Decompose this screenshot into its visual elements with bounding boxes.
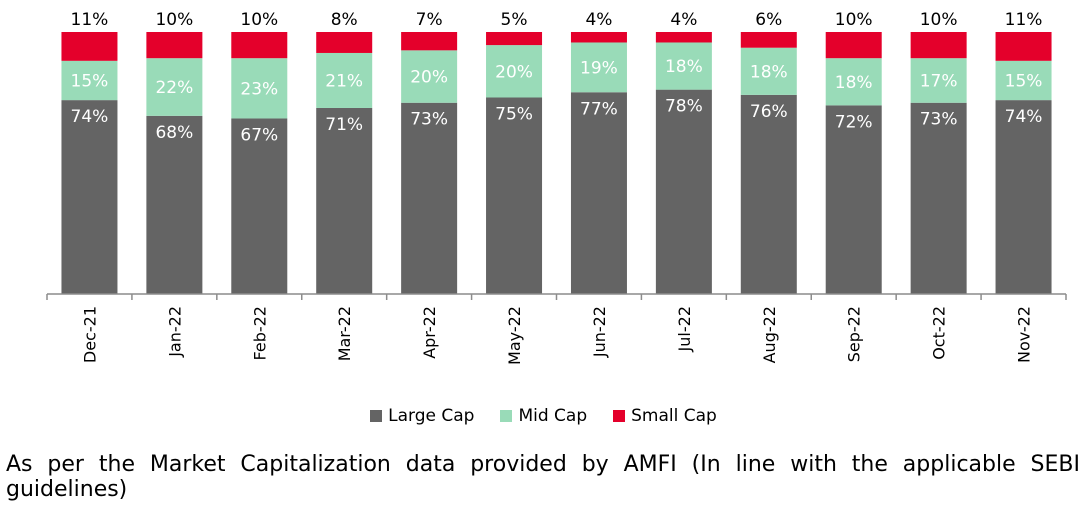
data-label-mid-cap: 18% [750, 62, 788, 82]
footnote: As per the Market Capitalization data pr… [6, 452, 1080, 502]
data-label-mid-cap: 21% [325, 71, 363, 91]
bar-segment-large-cap [401, 102, 458, 295]
bar-segment-large-cap [231, 118, 288, 295]
bar-segment-small-cap [231, 32, 288, 59]
chart-legend: Large Cap Mid Cap Small Cap [0, 406, 1087, 426]
bar-segment-small-cap [910, 32, 967, 59]
bar-segment-large-cap [316, 107, 373, 294]
data-label-small-cap: 10% [155, 10, 193, 30]
bar-segment-small-cap [655, 32, 712, 43]
data-label-mid-cap: 18% [835, 73, 873, 93]
data-label-large-cap: 74% [71, 107, 109, 127]
data-label-small-cap: 4% [585, 10, 612, 30]
legend-item-large-cap: Large Cap [370, 406, 474, 426]
legend-swatch-small-cap [613, 410, 626, 422]
data-label-small-cap: 7% [416, 10, 443, 30]
data-label-small-cap: 10% [240, 10, 278, 30]
bar-segment-large-cap [825, 105, 882, 294]
legend-swatch-mid-cap [500, 410, 513, 422]
legend-swatch-large-cap [370, 410, 383, 422]
x-tick-label: Dec-21 [80, 306, 99, 363]
bar-segment-mid-cap [910, 58, 967, 103]
bar-segment-mid-cap [825, 58, 882, 106]
x-tick-label: Nov-22 [1015, 306, 1034, 363]
bar-segment-small-cap [740, 32, 797, 48]
legend-label-mid-cap: Mid Cap [518, 406, 588, 426]
data-label-small-cap: 10% [835, 10, 873, 30]
x-tick-label: Jun-22 [590, 306, 609, 358]
x-tick-label: May-22 [505, 306, 524, 365]
data-label-small-cap: 8% [331, 10, 358, 30]
data-label-mid-cap: 20% [410, 68, 448, 88]
bar-segment-small-cap [486, 32, 543, 46]
data-label-mid-cap: 19% [580, 58, 618, 78]
bar-segment-mid-cap [995, 60, 1052, 101]
data-label-large-cap: 75% [495, 105, 533, 125]
data-label-mid-cap: 18% [665, 57, 703, 77]
bar-segment-large-cap [570, 92, 627, 294]
x-tick-label: Sep-22 [845, 306, 864, 362]
bar-segment-large-cap [61, 100, 118, 295]
data-label-large-cap: 73% [410, 110, 448, 130]
bar-segment-small-cap [146, 32, 203, 59]
bar-segment-mid-cap [570, 42, 627, 93]
bar-segment-mid-cap [655, 42, 712, 90]
x-tick-label: Aug-22 [760, 306, 779, 363]
data-label-large-cap: 74% [1005, 107, 1043, 127]
data-label-small-cap: 6% [755, 10, 782, 30]
bar-segment-large-cap [995, 100, 1052, 295]
x-tick-label: Oct-22 [930, 306, 949, 360]
data-label-large-cap: 72% [835, 112, 873, 132]
bar-segment-mid-cap [146, 58, 203, 116]
data-label-mid-cap: 17% [920, 71, 958, 91]
bars-group [61, 32, 1052, 295]
bar-segment-small-cap [61, 32, 118, 61]
data-label-small-cap: 10% [920, 10, 958, 30]
bar-segment-small-cap [570, 32, 627, 43]
data-label-small-cap: 5% [501, 10, 528, 30]
data-label-small-cap: 4% [670, 10, 697, 30]
bar-segment-large-cap [146, 115, 203, 294]
data-label-large-cap: 67% [240, 125, 278, 145]
x-tick-label: Feb-22 [250, 306, 269, 360]
bar-segment-mid-cap [401, 50, 458, 103]
x-tick-label: Jul-22 [675, 306, 694, 352]
stacked-bar-chart: 74% 15% 11% 68% 22% 10% 67% 23% 10% 71% 21% 8% 73% 20… [46, 10, 1067, 365]
bar-segment-large-cap [910, 102, 967, 295]
legend-item-small-cap: Small Cap [613, 406, 717, 426]
bar-segment-large-cap [655, 89, 712, 294]
data-label-mid-cap: 23% [240, 79, 278, 99]
bar-segment-mid-cap [486, 45, 543, 98]
data-label-large-cap: 73% [920, 110, 958, 130]
bar-segment-small-cap [825, 32, 882, 59]
legend-item-mid-cap: Mid Cap [500, 406, 587, 426]
bar-segment-small-cap [401, 32, 458, 51]
bar-segment-small-cap [995, 32, 1052, 61]
legend-label-small-cap: Small Cap [631, 406, 717, 426]
data-label-mid-cap: 15% [1005, 71, 1043, 91]
data-label-large-cap: 68% [155, 123, 193, 143]
bar-segment-mid-cap [316, 52, 373, 108]
legend-label-large-cap: Large Cap [388, 406, 475, 426]
data-label-small-cap: 11% [1005, 10, 1043, 30]
data-label-small-cap: 11% [71, 10, 109, 30]
data-label-mid-cap: 22% [155, 78, 193, 98]
data-label-large-cap: 78% [665, 97, 703, 117]
data-label-mid-cap: 20% [495, 62, 533, 82]
x-tick-label: Jan-22 [165, 306, 184, 358]
data-label-large-cap: 76% [750, 102, 788, 122]
bar-segment-mid-cap [61, 60, 118, 101]
x-tick-label: Apr-22 [420, 306, 439, 359]
bar-segment-small-cap [316, 32, 373, 53]
bar-segment-large-cap [486, 97, 543, 294]
bar-segment-large-cap [740, 94, 797, 294]
bar-segment-mid-cap [740, 47, 797, 95]
data-label-large-cap: 77% [580, 99, 618, 119]
bar-segment-mid-cap [231, 58, 288, 119]
data-label-large-cap: 71% [325, 115, 363, 135]
x-tick-label: Mar-22 [335, 306, 354, 361]
data-label-mid-cap: 15% [71, 71, 109, 91]
